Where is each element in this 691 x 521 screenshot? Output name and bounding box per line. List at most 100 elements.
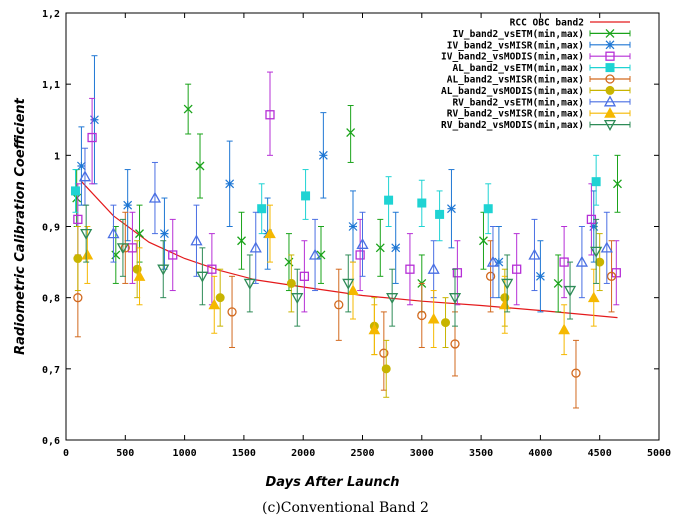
data-marker [441, 318, 451, 328]
x-tick-label: 500 [116, 448, 134, 459]
data-point [391, 211, 401, 284]
legend-entry: RV_band2_vsMISR(min,max) [447, 107, 631, 120]
data-point [587, 268, 600, 327]
y-axis-title: Radiometric Calibration Coefficient [13, 97, 28, 355]
data-point [70, 169, 80, 213]
data-point [417, 282, 427, 348]
series-9 [81, 204, 600, 356]
x-axis-title: Days After Launch [265, 475, 399, 490]
y-tick-label: 0,8 [42, 294, 60, 305]
data-point [127, 211, 138, 284]
legend-marker [603, 95, 617, 107]
data-marker [571, 368, 581, 378]
series-layer [70, 55, 622, 409]
data-marker [133, 270, 146, 281]
data-point [308, 218, 322, 292]
data-point [249, 211, 262, 284]
data-marker [417, 198, 427, 208]
calibration-chart: 0 500 1000 1500 2000 2500 3000 3500 4000 4500 5000… [13, 9, 671, 490]
data-marker [116, 243, 130, 255]
data-point [368, 304, 381, 356]
data-marker [606, 271, 617, 281]
legend-marker [605, 85, 615, 95]
legend: RCC OBC band2IV_band2_vsETM(min,max)IV_b… [441, 18, 631, 131]
data-point [257, 183, 267, 235]
data-point [613, 154, 622, 213]
data-marker [265, 110, 275, 120]
data-marker [215, 293, 225, 303]
data-point [535, 240, 545, 313]
data-marker [70, 186, 80, 196]
data-point [427, 290, 440, 348]
data-marker [308, 248, 322, 260]
legend-marker [605, 40, 615, 50]
data-marker [347, 284, 359, 296]
data-marker [264, 227, 276, 239]
data-point [375, 218, 385, 277]
data-point [87, 97, 97, 185]
data-marker [587, 291, 600, 303]
x-tick-label: 2500 [350, 448, 374, 459]
data-marker [342, 278, 355, 290]
data-point [148, 161, 162, 235]
data-marker [301, 191, 311, 201]
data-point [160, 197, 169, 270]
data-marker [613, 179, 622, 189]
x-tick-label: 4000 [528, 448, 552, 459]
data-marker [528, 248, 541, 260]
data-point [479, 211, 488, 270]
legend-marker [604, 107, 616, 118]
data-marker [553, 278, 563, 288]
data-marker [243, 278, 256, 290]
x-tick-label: 0 [63, 448, 69, 459]
legend-marker [605, 63, 615, 73]
data-point [286, 254, 296, 313]
data-point [318, 112, 328, 199]
series-line [79, 179, 618, 319]
legend-entry: AL_band2_vsETM(min,max) [452, 63, 631, 74]
data-point [227, 275, 237, 348]
data-point [243, 254, 256, 313]
data-marker [76, 161, 86, 171]
data-marker [107, 227, 120, 239]
data-point [73, 226, 83, 292]
legend-entry: AL_band2_vsMISR(min,max) [447, 74, 631, 86]
data-marker [512, 264, 522, 274]
x-tick-label: 3500 [469, 448, 493, 459]
data-point [606, 240, 617, 313]
data-point [447, 169, 456, 249]
legend-entry: IV_band2_vsMISR(min,max) [447, 40, 631, 51]
data-point [595, 233, 605, 292]
data-point [190, 204, 203, 277]
data-point [195, 133, 205, 199]
data-point [558, 304, 570, 356]
legend-label: AL_band2_vsMISR(min,max) [447, 75, 584, 86]
data-point [405, 233, 415, 306]
data-point [553, 254, 563, 313]
data-marker [595, 257, 605, 267]
legend-label: AL_band2_vsETM(min,max) [452, 63, 584, 74]
data-marker [417, 310, 427, 321]
legend-marker [605, 74, 615, 84]
data-point [291, 268, 304, 327]
data-marker [123, 200, 133, 210]
data-point [80, 204, 93, 263]
data-marker [291, 293, 304, 305]
data-marker [356, 237, 369, 249]
data-marker [87, 132, 97, 143]
y-tick-label: 0,6 [42, 436, 60, 447]
data-marker [486, 255, 500, 267]
data-point [600, 211, 613, 284]
legend-entry: RV_band2_vsMODIS(min,max) [441, 119, 631, 131]
data-marker [148, 191, 162, 203]
data-point [356, 211, 369, 277]
data-marker [447, 204, 456, 214]
data-marker [73, 254, 83, 264]
data-marker [535, 271, 545, 281]
legend-entry: IV_band2_vsMODIS(min,max) [441, 51, 631, 63]
data-marker [575, 255, 589, 267]
series-8 [78, 147, 613, 299]
data-marker [435, 209, 445, 219]
data-marker [590, 246, 603, 258]
data-marker [591, 177, 601, 187]
